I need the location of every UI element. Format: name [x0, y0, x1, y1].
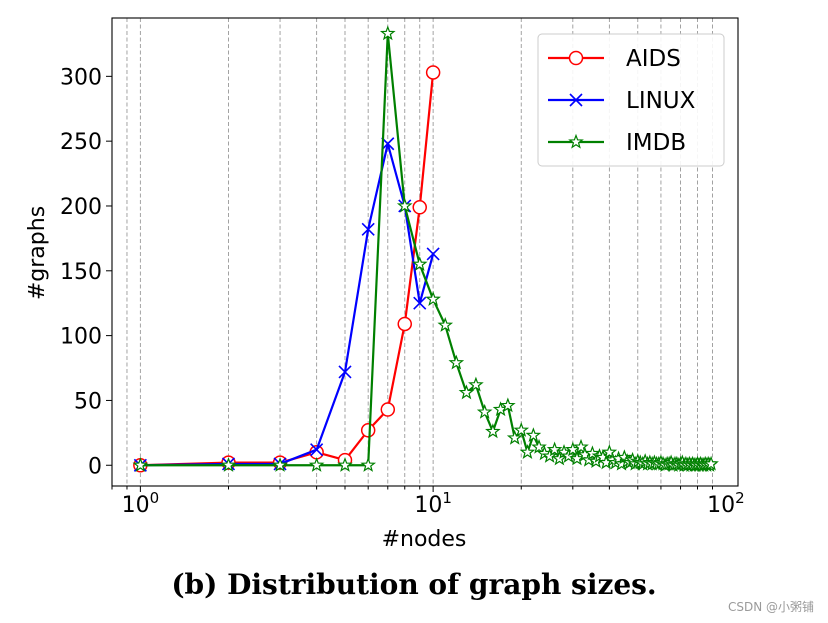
legend-entry-linux: LINUX: [548, 88, 696, 114]
legend: AIDS LINUX IMDB: [537, 33, 725, 167]
axes: [106, 17, 739, 492]
data-point: [411, 256, 428, 271]
data-point: [506, 429, 523, 445]
data-point: [541, 447, 558, 463]
data-point: [500, 397, 516, 413]
legend-entry-imdb: IMDB: [548, 130, 686, 156]
data-point: [338, 365, 352, 379]
data-point: [396, 197, 413, 213]
data-point: [519, 444, 536, 459]
data-point: [426, 247, 440, 261]
data-point: [360, 423, 376, 438]
x-tick-label: 101: [414, 489, 452, 518]
x-axis-label: #nodes: [382, 527, 467, 552]
data-point: [308, 457, 325, 472]
y-tick-label: 100: [60, 325, 102, 350]
series-line: [140, 72, 435, 467]
data-point: [132, 457, 149, 472]
legend-label: IMDB: [626, 130, 686, 156]
data-point: [601, 444, 618, 459]
data-point: [568, 50, 584, 66]
series-aids: [133, 65, 441, 473]
data-point: [272, 457, 288, 472]
series-line: [140, 142, 435, 467]
plot-frame: [111, 17, 739, 487]
data-point: [476, 403, 493, 419]
data-point: [525, 427, 542, 443]
x-tick-label: 100: [122, 489, 160, 518]
y-tick-label: 50: [74, 389, 102, 414]
series-imdb: [132, 25, 719, 472]
data-point: [703, 455, 719, 471]
y-tick-label: 250: [60, 130, 102, 155]
y-tick-label: 150: [60, 260, 102, 285]
watermark: CSDN @小粥铺: [727, 600, 814, 614]
data-point: [379, 25, 396, 41]
figure-caption: (b) Distribution of graph sizes.: [171, 568, 657, 601]
y-axis-label: #graphs: [25, 206, 50, 300]
tick-labels: 100 101 102 0 50 100 150 200 250 300: [60, 65, 745, 518]
x-tick-label: 102: [707, 489, 745, 518]
legend-entry-aids: AIDS: [548, 46, 681, 72]
data-point: [569, 93, 583, 107]
data-point: [584, 445, 601, 461]
data-point: [551, 450, 568, 466]
data-point: [573, 438, 589, 454]
series-layer: [132, 25, 719, 473]
data-point: [437, 317, 454, 332]
data-point: [425, 65, 441, 80]
data-point: [361, 222, 375, 236]
data-point: [485, 423, 501, 439]
data-point: [513, 422, 530, 437]
data-point: [458, 384, 475, 400]
legend-label: AIDS: [626, 46, 681, 72]
data-point: [412, 200, 427, 215]
data-point: [468, 376, 484, 392]
data-point: [413, 296, 427, 310]
data-point: [546, 441, 563, 457]
data-point: [397, 316, 413, 332]
data-point: [310, 443, 324, 457]
data-point: [360, 457, 377, 472]
data-point: [220, 457, 237, 472]
graph-size-chart: 100 101 102 0 50 100 150 200 250 300 #nodes #grap…: [25, 17, 745, 552]
data-point: [448, 354, 465, 370]
data-point: [337, 457, 353, 472]
data-point: [568, 133, 584, 149]
y-tick-label: 200: [60, 195, 102, 220]
series-linux: [133, 137, 440, 472]
y-tick-label: 0: [88, 454, 102, 479]
grid-lines: [111, 18, 713, 486]
legend-label: LINUX: [626, 88, 696, 114]
legend-box: [537, 33, 725, 167]
data-point: [380, 402, 396, 417]
y-tick-label: 300: [60, 65, 102, 90]
data-point: [531, 438, 547, 454]
data-point: [425, 291, 441, 306]
